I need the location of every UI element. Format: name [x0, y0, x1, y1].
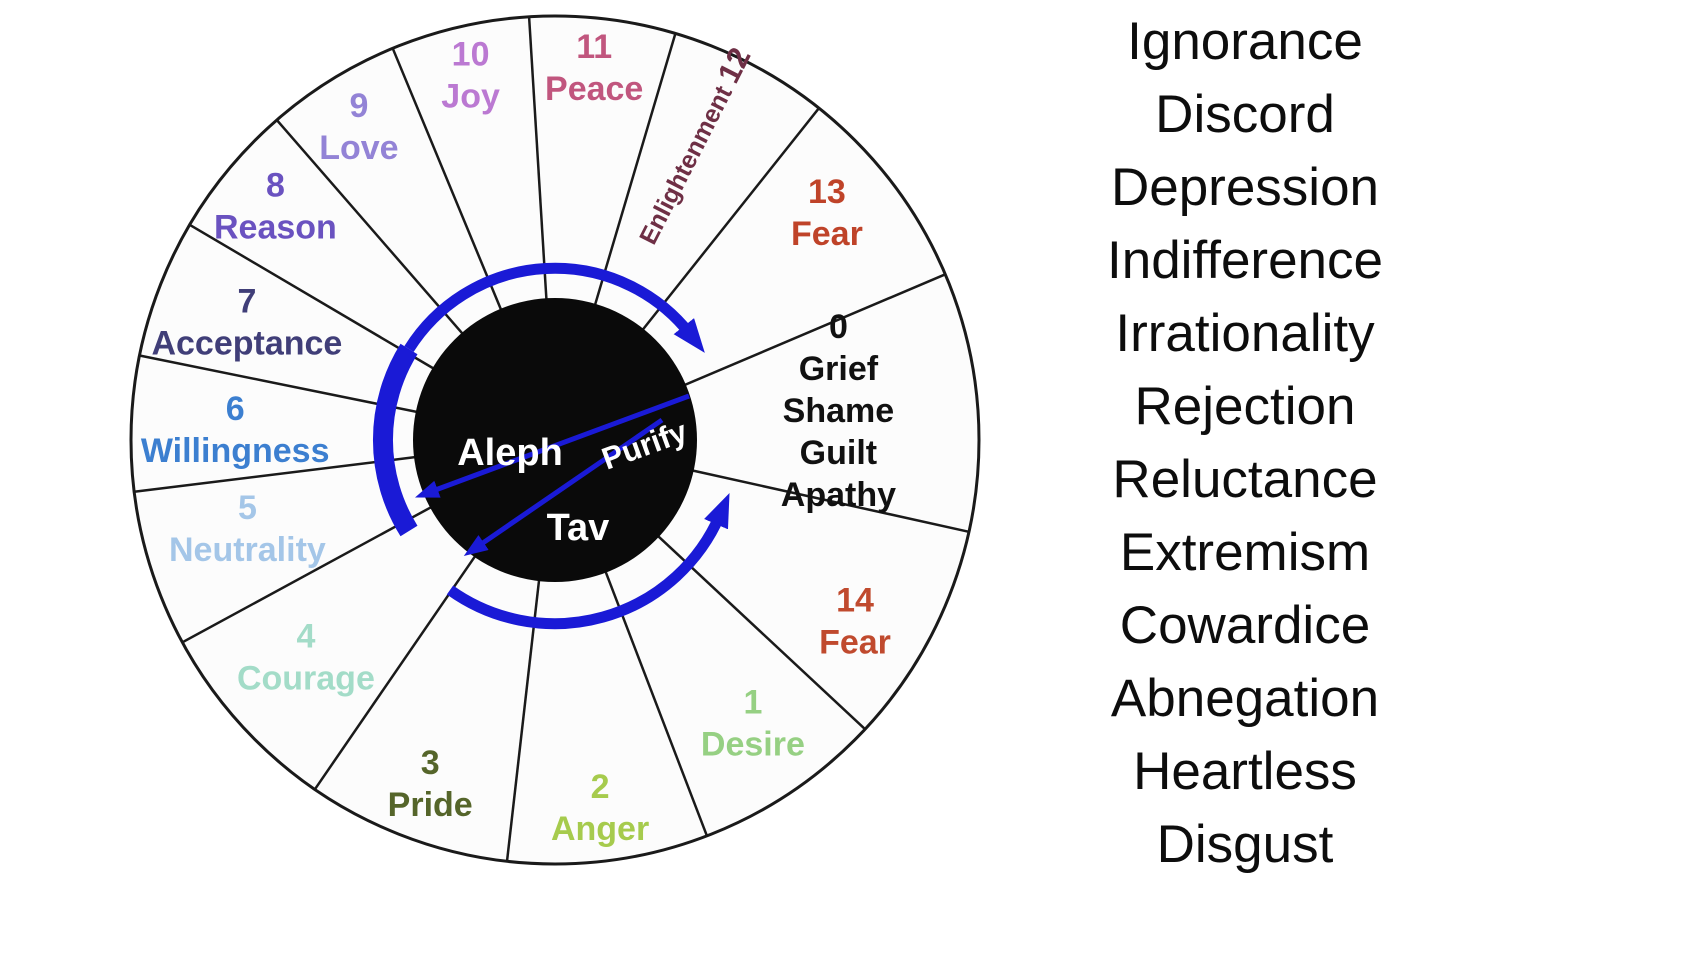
purify-arrow-upper	[414, 393, 690, 498]
segment-label: 6 Willingness	[141, 390, 330, 470]
word-list-item: Depression	[1110, 158, 1380, 217]
center-label-aleph: Aleph	[457, 432, 563, 474]
segment-label: 10 Joy	[441, 36, 500, 116]
sector-divider	[275, 119, 466, 337]
segment-label: 13 Fear	[791, 173, 863, 253]
sector-divider	[639, 107, 820, 333]
segment-label: 2 Anger	[551, 768, 649, 848]
word-list-item: Ignorance	[1127, 12, 1363, 71]
segment-label: 3 Pride	[388, 744, 473, 824]
sector-divider	[527, 16, 548, 303]
segment-label: 14 Fear	[819, 581, 891, 661]
sector-divider	[189, 223, 437, 372]
segment-label: 9 Love	[319, 87, 398, 167]
sector-divider	[681, 273, 946, 388]
segment-label: 8 Reason	[214, 166, 337, 246]
word-list-item: Rejection	[1134, 377, 1356, 436]
sector-divider	[181, 504, 435, 644]
word-list: Ignorance Discord Depression Indifference Ir…	[1000, 5, 1490, 881]
center-label-tav: Tav	[547, 507, 610, 549]
word-list-item: Heartless	[1133, 742, 1357, 801]
word-list-item: Cowardice	[1119, 596, 1371, 655]
segment-label: 1 Desire	[701, 684, 805, 764]
emotion-wheel-diagram: 0 Grief Shame Guilt Apathy 13 Fear Enlightenmen…	[129, 14, 981, 866]
sector-divider	[391, 47, 504, 313]
purify-arrow-lower	[463, 417, 664, 557]
word-list-item: Indifference	[1107, 231, 1383, 290]
rotation-arrow-bottom	[446, 492, 730, 630]
word-list-item: Extremism	[1119, 523, 1371, 582]
word-list-item: Reluctance	[1112, 450, 1378, 509]
rotation-arrow-tail	[372, 343, 418, 537]
word-list-item: Irrationality	[1115, 304, 1375, 363]
segment-label: 5 Neutrality	[169, 489, 326, 569]
rotation-arrow-top	[404, 262, 705, 353]
segment-label: 11 Peace	[545, 28, 643, 108]
sector-divider	[139, 354, 421, 414]
sector-divider	[689, 468, 970, 534]
word-list-item: Abnegation	[1110, 669, 1380, 728]
word-list-item: Disgust	[1156, 815, 1334, 874]
center-circle	[413, 298, 697, 582]
word-list-item: Discord	[1155, 85, 1335, 144]
segment-label: 7 Acceptance	[151, 283, 342, 363]
sector-divider	[134, 455, 419, 493]
segment-label: 4 Courage	[237, 618, 375, 698]
segment-label: 0 Grief Shame Guilt Apathy	[781, 308, 896, 514]
sector-divider	[593, 33, 677, 309]
